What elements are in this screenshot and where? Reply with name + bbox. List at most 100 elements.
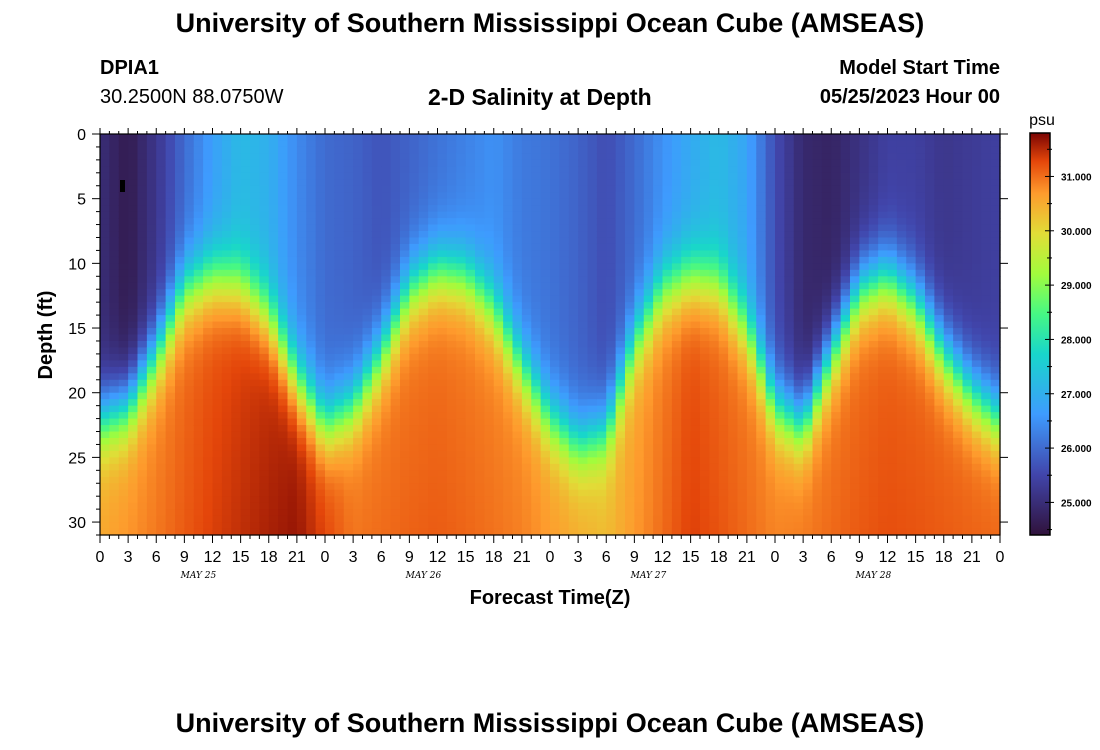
heatmap-cell (840, 321, 851, 329)
heatmap-cell (184, 198, 195, 206)
heatmap-cell (240, 224, 251, 232)
heatmap-cell (531, 457, 542, 465)
heatmap-cell (156, 308, 167, 316)
heatmap-cell (521, 483, 532, 491)
heatmap-cell (203, 509, 214, 517)
heatmap-cell (840, 437, 851, 446)
heatmap-cell (784, 412, 795, 420)
heatmap-cell (662, 470, 673, 478)
heatmap-cell (128, 509, 139, 517)
heatmap-cell (465, 515, 476, 523)
heatmap-cell (240, 308, 251, 316)
heatmap-cell (784, 386, 795, 394)
heatmap-cell (803, 431, 814, 439)
heatmap-cell (325, 321, 335, 329)
heatmap-cell (606, 399, 617, 407)
heatmap-cell (446, 321, 457, 329)
heatmap-cell (221, 185, 232, 193)
heatmap-cell (146, 515, 157, 523)
heatmap-cell (690, 470, 701, 478)
heatmap-cell (821, 256, 832, 264)
heatmap-cell (671, 353, 682, 361)
heatmap-cell (559, 373, 570, 381)
heatmap-cell (568, 134, 579, 142)
heatmap-cell (587, 328, 598, 336)
heatmap-cell (465, 140, 476, 148)
heatmap-cell (315, 289, 326, 297)
heatmap-cell (531, 470, 542, 478)
heatmap-cell (212, 431, 223, 439)
heatmap-cell (662, 153, 673, 161)
heatmap-cell (793, 457, 804, 465)
heatmap-cell (746, 412, 757, 420)
heatmap-cell (390, 146, 401, 155)
heatmap-cell (137, 315, 148, 323)
heatmap-cell (568, 483, 579, 491)
heatmap-cell (503, 250, 514, 258)
heatmap-cell (728, 483, 739, 491)
heatmap-cell (118, 418, 129, 426)
heatmap-cell (306, 172, 317, 180)
heatmap-cell (325, 392, 335, 400)
heatmap-cell (568, 269, 579, 277)
heatmap-cell (662, 347, 673, 355)
heatmap-cell (662, 198, 673, 206)
heatmap-cell (381, 263, 392, 271)
heatmap-cell (784, 282, 795, 290)
heatmap-cell (756, 418, 767, 426)
heatmap-cell (737, 386, 748, 394)
heatmap-cell (428, 205, 439, 213)
heatmap-cell (343, 192, 354, 200)
heatmap-cell (100, 528, 110, 536)
heatmap-cell (625, 282, 635, 290)
heatmap-cell (550, 166, 560, 174)
heatmap-cell (268, 263, 279, 271)
heatmap-cell (400, 172, 410, 180)
heatmap-cell (259, 308, 270, 316)
heatmap-cell (550, 340, 560, 349)
heatmap-cell (840, 192, 851, 200)
heatmap-cell (306, 366, 317, 374)
heatmap-cell (203, 282, 214, 290)
heatmap-cell (193, 502, 204, 510)
heatmap-cell (203, 489, 214, 497)
heatmap-cell (240, 450, 251, 458)
heatmap-cell (278, 496, 289, 504)
heatmap-cell (681, 386, 692, 394)
heatmap-cell (540, 528, 551, 536)
heatmap-cell (484, 146, 495, 155)
heatmap-cell (484, 289, 495, 297)
heatmap-cell (353, 308, 364, 316)
heatmap-cell (803, 218, 814, 226)
heatmap-cell (531, 231, 542, 239)
heatmap-cell (653, 159, 664, 167)
heatmap-cell (456, 476, 467, 484)
heatmap-cell (109, 431, 120, 439)
heatmap-cell (165, 315, 176, 323)
heatmap-cell (728, 192, 739, 200)
heatmap-cell (353, 256, 364, 264)
heatmap-cell (109, 308, 120, 316)
heatmap-cell (456, 444, 467, 452)
heatmap-cell (418, 522, 429, 530)
heatmap-cell (793, 476, 804, 484)
heatmap-cell (465, 146, 476, 155)
heatmap-cell (409, 263, 420, 271)
heatmap-cell (212, 308, 223, 316)
heatmap-cell (428, 399, 439, 407)
heatmap-cell (821, 289, 832, 297)
heatmap-cell (625, 185, 635, 193)
heatmap-cell (653, 282, 664, 290)
heatmap-cell (653, 360, 664, 368)
heatmap-cell (184, 315, 195, 323)
heatmap-cell (662, 328, 673, 336)
heatmap-cell (634, 405, 645, 413)
heatmap-cell (325, 444, 335, 452)
heatmap-cell (353, 321, 364, 329)
heatmap-cell (493, 179, 504, 187)
heatmap-cell (175, 282, 185, 290)
heatmap-cell (625, 528, 635, 536)
heatmap-cell (793, 218, 804, 226)
heatmap-cell (456, 360, 467, 368)
heatmap-cell (578, 328, 589, 336)
